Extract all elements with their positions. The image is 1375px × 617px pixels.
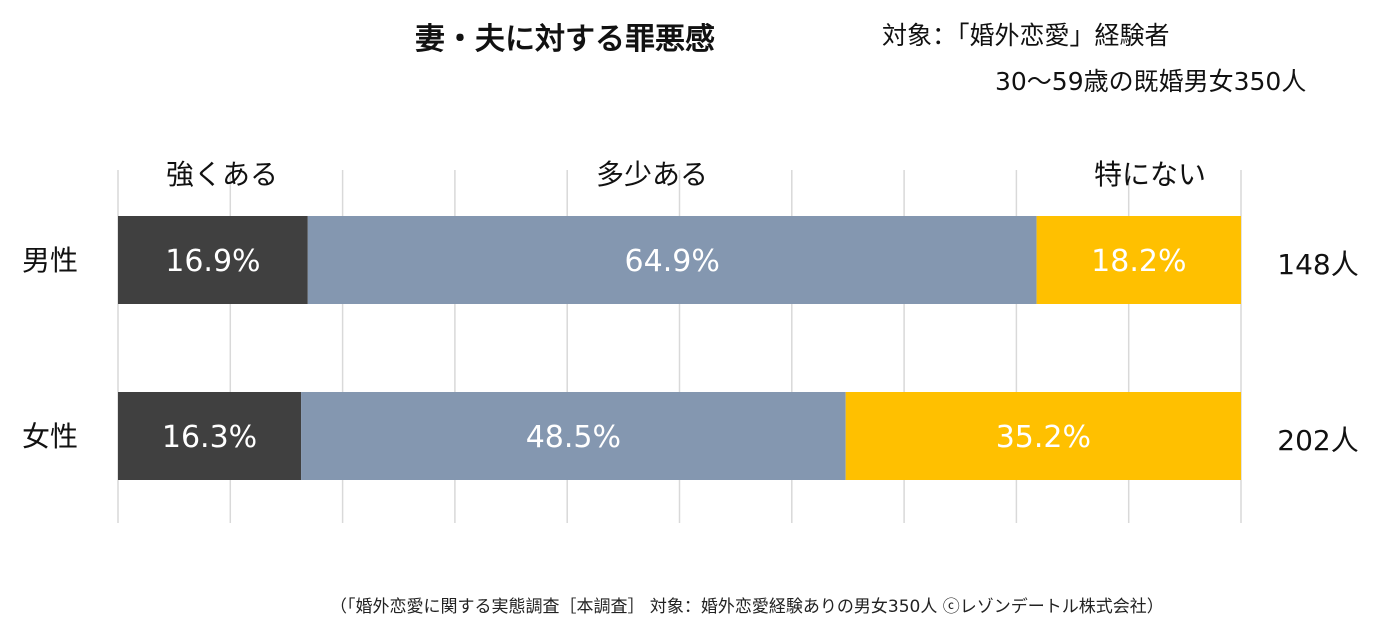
count-label: 202人 (1277, 424, 1358, 457)
data-label: 16.3% (162, 420, 257, 455)
footnote: （「婚外恋愛に関する実態調査［本調査］ 対象：婚外恋愛経験ありの男女350人 ⓒ… (330, 597, 1164, 617)
bar-segment (118, 216, 308, 304)
chart-title: 妻・夫に対する罪悪感 (415, 22, 715, 57)
data-label: 16.9% (165, 244, 260, 279)
legend-label: 特にない (1094, 158, 1206, 191)
legend-label: 多少ある (596, 158, 708, 191)
bar-segment (118, 392, 302, 480)
count-label: 148人 (1277, 248, 1358, 281)
category-label: 男性 (22, 244, 78, 277)
bar-segment (845, 392, 1241, 480)
bar-segment (301, 392, 846, 480)
legend-label: 強くある (166, 158, 278, 191)
subject-line-2: 30～59歳の既婚男女350人 (995, 67, 1307, 96)
bar-segment (1036, 216, 1241, 304)
bar-segment (307, 216, 1037, 304)
subject-line-1: 対象：「婚外恋愛」経験者 (882, 21, 1170, 50)
data-label: 18.2% (1091, 244, 1186, 279)
data-label: 35.2% (996, 420, 1091, 455)
category-label: 女性 (22, 420, 78, 453)
data-label: 64.9% (625, 244, 720, 279)
data-label: 48.5% (526, 420, 621, 455)
